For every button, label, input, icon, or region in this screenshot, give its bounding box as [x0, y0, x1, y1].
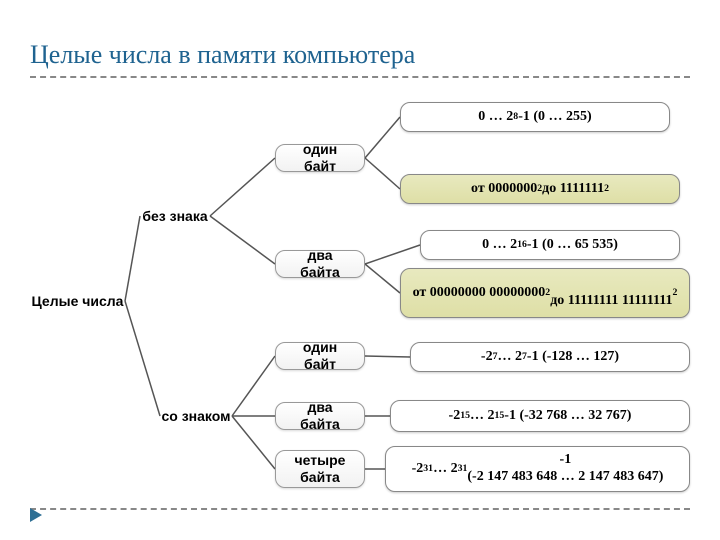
result-r3: 0 … 216-1 (0 … 65 535): [420, 230, 680, 260]
result-r7: -231 … 231-1(-2 147 483 648 … 2 147 483 …: [385, 446, 690, 492]
footer-arrow-icon: [30, 508, 42, 522]
node-signed: со знаком: [160, 394, 232, 438]
node-s_one: один байт: [275, 342, 365, 370]
node-u_one: один байт: [275, 144, 365, 172]
node-unsigned: без знака: [140, 194, 210, 238]
result-r1: 0 … 28-1 (0 … 255): [400, 102, 670, 132]
footer-divider: [30, 508, 690, 510]
result-r5: -27 … 27-1 (-128 … 127): [410, 342, 690, 372]
result-r4: от 00000000 000000002до 11111111 1111111…: [400, 268, 690, 318]
node-root: Целые числа: [30, 276, 125, 326]
node-s_four: четыре байта: [275, 450, 365, 488]
slide-title: Целые числа в памяти компьютера: [30, 40, 690, 70]
node-u_two: два байта: [275, 250, 365, 278]
node-s_two: два байта: [275, 402, 365, 430]
result-r2: от 00000002 до 11111112: [400, 174, 680, 204]
result-r6: -215 … 215-1 (-32 768 … 32 767): [390, 400, 690, 432]
title-block: Целые числа в памяти компьютера: [30, 40, 690, 78]
tree-diagram: Целые числа без знака со знаком один байт дв…: [30, 84, 690, 484]
title-underline: [30, 76, 690, 78]
